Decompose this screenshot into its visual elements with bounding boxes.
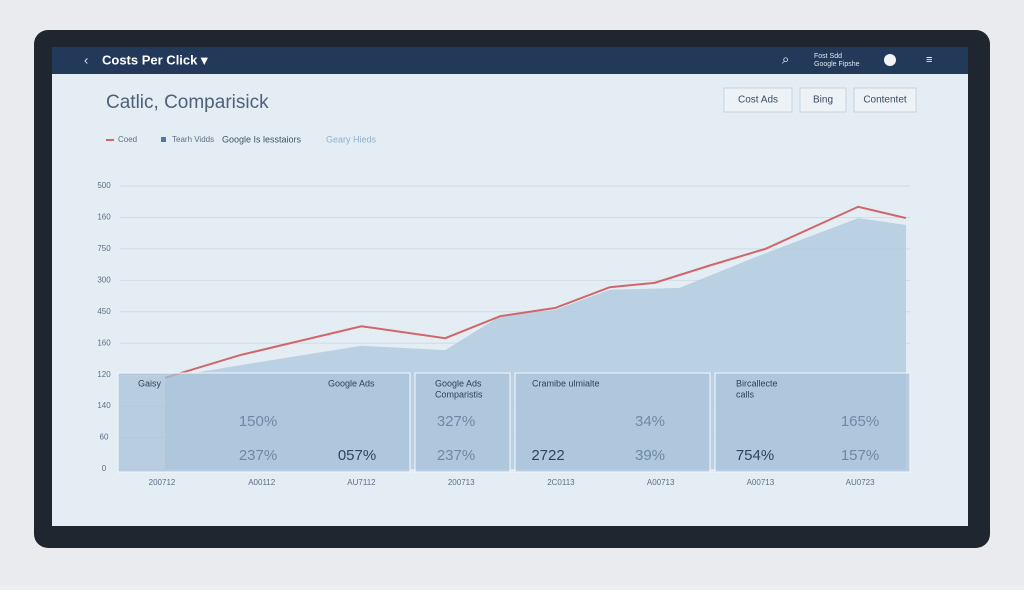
y-tick-label: 140 — [97, 401, 111, 410]
card — [714, 372, 911, 473]
card — [414, 372, 511, 473]
y-tick-label: 500 — [97, 181, 111, 190]
card-label: Cramibe ulmialte — [532, 378, 600, 388]
card-value: 34% — [635, 413, 665, 430]
y-tick-label: 450 — [97, 307, 111, 316]
card-label: Google Ads — [435, 378, 482, 388]
x-tick-label: A00713 — [647, 478, 675, 487]
legend-text: Google Is lesstaiors — [222, 134, 302, 144]
y-tick-label: 120 — [97, 370, 111, 379]
header-title[interactable]: Costs Per Click ▾ — [102, 52, 208, 67]
card-label: Bircallecte — [736, 378, 778, 388]
button[interactable] — [799, 87, 847, 113]
menu-icon[interactable]: ≡ — [926, 54, 932, 66]
y-tick-label: 160 — [97, 213, 111, 222]
card-value: 39% — [635, 447, 665, 464]
legend-label: Coed — [118, 135, 137, 144]
button[interactable] — [853, 87, 917, 113]
card-value: 237% — [437, 447, 475, 464]
card-value: 165% — [841, 413, 879, 430]
avatar[interactable] — [884, 54, 896, 66]
card-label: Google Ads — [328, 378, 375, 388]
card — [514, 372, 711, 473]
legend-swatch — [161, 137, 166, 142]
card-value: 327% — [437, 413, 475, 430]
x-tick-label: A00713 — [747, 478, 775, 487]
legend-text: Geary Hieds — [326, 134, 377, 144]
chart-title: Catlic, Comparisick — [106, 92, 269, 113]
back-icon[interactable]: ‹ — [84, 52, 88, 67]
button-label[interactable]: Bing — [813, 95, 833, 106]
card — [117, 372, 411, 473]
card-value: 057% — [338, 447, 376, 464]
x-tick-label: AU7112 — [347, 478, 376, 487]
search-icon[interactable]: ⌕ — [782, 51, 789, 66]
y-tick-label: 60 — [100, 433, 109, 442]
y-tick-label: 750 — [97, 244, 111, 253]
card-label: calls — [736, 389, 755, 399]
card-label: Gaisy — [138, 378, 162, 388]
card-value: 157% — [841, 447, 879, 464]
legend-label: Tearh Vidds — [172, 135, 214, 144]
x-tick-label: 200713 — [448, 478, 475, 487]
account-line: Google Fipshe — [814, 61, 860, 68]
button-label[interactable]: Contentet — [863, 95, 907, 106]
button-label[interactable]: Cost Ads — [738, 95, 778, 106]
card-value: 237% — [239, 447, 277, 464]
account-line: Fost Sdd — [814, 53, 842, 60]
header-bar — [52, 47, 968, 74]
filter-buttons: Cost Ads Bing Contentet — [723, 87, 917, 113]
card-value: 754% — [736, 447, 774, 464]
button[interactable] — [723, 87, 793, 113]
y-tick-label: 300 — [97, 275, 111, 284]
cards: Gaisy Google Ads 150% 237% 057% Google A… — [117, 372, 911, 473]
y-tick-label: 0 — [102, 464, 107, 473]
y-tick-label: 160 — [97, 338, 111, 347]
card-value: 150% — [239, 413, 277, 430]
x-tick-label: 2C0113 — [547, 478, 575, 487]
x-tick-label: 200712 — [149, 478, 176, 487]
x-tick-label: A00112 — [248, 478, 276, 487]
line — [164, 205, 907, 379]
x-tick-label: AU0723 — [846, 478, 875, 487]
card-label: Comparistis — [435, 389, 483, 399]
card-value: 2722 — [531, 447, 564, 464]
